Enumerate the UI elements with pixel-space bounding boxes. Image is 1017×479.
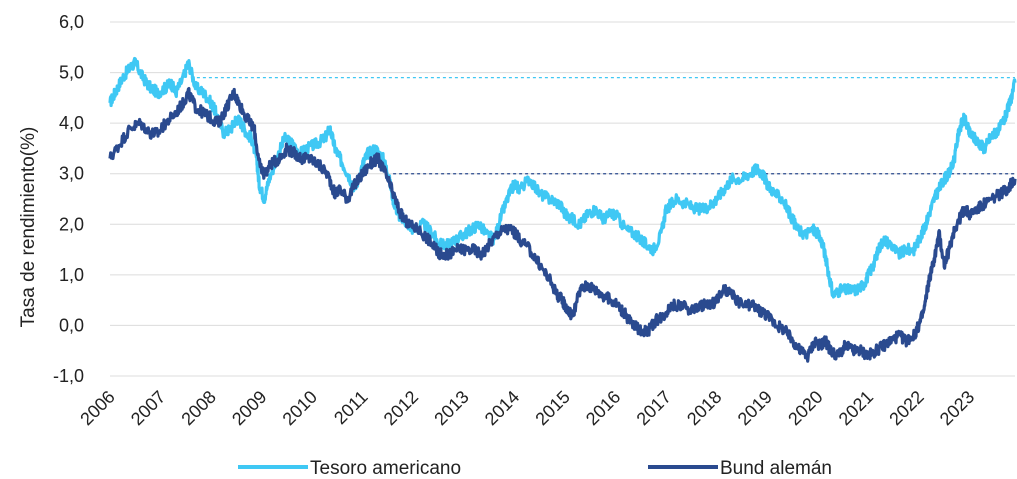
x-tick-label: 2022	[885, 387, 927, 429]
legend: Tesoro americano Bund alemán	[238, 458, 832, 479]
y-axis-ticks: 6,0 5,0 4,0 3,0 2,0 1,0 0,0 -1,0	[53, 12, 84, 386]
x-tick-label: 2008	[177, 387, 219, 429]
x-tick-label: 2014	[481, 387, 523, 429]
y-tick-label: 5,0	[59, 63, 84, 83]
x-tick-label: 2012	[380, 387, 422, 429]
series-line-tesoro	[108, 56, 1017, 299]
y-tick-label: 3,0	[59, 164, 84, 184]
y-tick-label: -1,0	[53, 366, 84, 386]
x-tick-label: 2007	[127, 387, 169, 429]
x-tick-label: 2010	[279, 387, 321, 429]
x-tick-label: 2023	[936, 387, 978, 429]
series-line-bund	[108, 87, 1017, 363]
x-tick-label: 2019	[734, 387, 776, 429]
y-tick-label: 1,0	[59, 265, 84, 285]
x-tick-label: 2009	[228, 387, 270, 429]
y-tick-label: 2,0	[59, 214, 84, 234]
x-tick-label: 2011	[330, 387, 372, 429]
x-tick-label: 2017	[633, 387, 675, 429]
gridlines	[110, 21, 1015, 377]
x-tick-label: 2020	[784, 387, 826, 429]
x-axis-ticks: 2006 2007 2008 2009 2010 2011 2012 2013 2014 2015…	[76, 387, 978, 429]
x-tick-label: 2015	[531, 387, 573, 429]
x-tick-label: 2016	[582, 387, 624, 429]
reference-lines	[190, 77, 1015, 175]
x-tick-label: 2021	[835, 387, 877, 429]
legend-label: Bund alemán	[720, 458, 832, 479]
y-tick-label: 4,0	[59, 113, 84, 133]
y-tick-label: 0,0	[59, 315, 84, 335]
x-tick-label: 2018	[683, 387, 725, 429]
x-tick-label: 2006	[76, 387, 118, 429]
series-lines	[108, 56, 1017, 363]
y-axis-label: Tasa de rendimiento(%)	[18, 127, 39, 328]
legend-label: Tesoro americano	[310, 458, 461, 479]
y-tick-label: 6,0	[59, 12, 84, 32]
x-tick-label: 2013	[430, 387, 472, 429]
